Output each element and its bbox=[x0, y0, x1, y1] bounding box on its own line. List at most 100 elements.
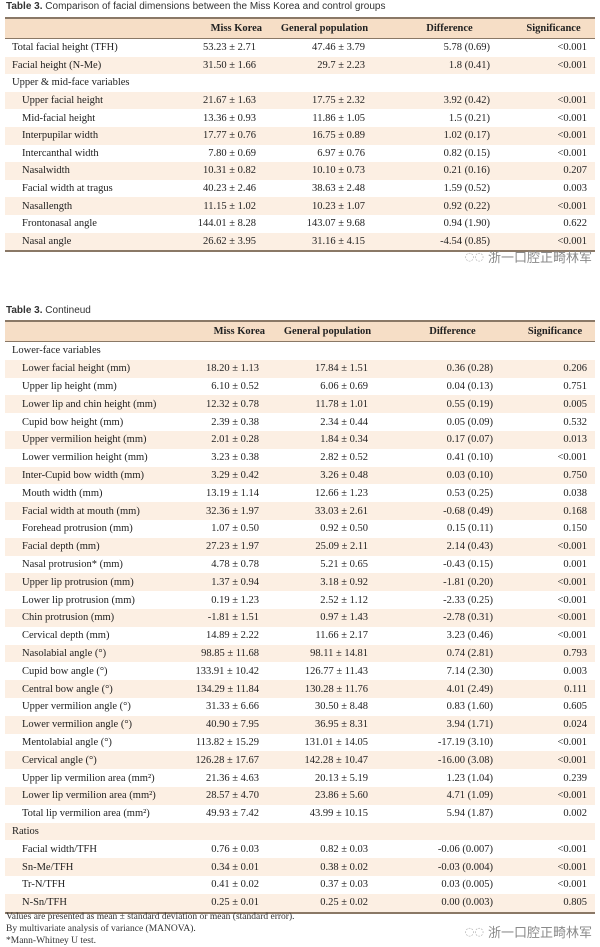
cell-gp: 17.84 ± 1.51 bbox=[314, 363, 368, 375]
column-header: Difference bbox=[387, 17, 512, 39]
cell-mk: 7.80 ± 0.69 bbox=[208, 147, 256, 159]
cell-diff bbox=[390, 823, 515, 841]
cell-diff: 1.59 (0.52) bbox=[443, 183, 490, 195]
cell-sig: 0.111 bbox=[564, 683, 587, 695]
cell-diff: -0.43 (0.15) bbox=[443, 558, 493, 570]
cell-diff: 0.21 (0.16) bbox=[443, 165, 490, 177]
cell-mk: 0.34 ± 0.01 bbox=[211, 861, 259, 873]
row-label: Lower facial height (mm) bbox=[22, 363, 131, 375]
watermark-text: 浙一口腔正畸林军 bbox=[487, 251, 592, 266]
cell-mk: 6.10 ± 0.52 bbox=[211, 380, 259, 392]
row-label: Upper vermilion height (mm) bbox=[22, 434, 147, 446]
cell-sig: <0.001 bbox=[557, 576, 587, 588]
row-label: Facial width/TFH bbox=[22, 843, 97, 855]
table-row: Upper facial height 21.67 ± 1.63 17.75 ± 2… bbox=[5, 91, 595, 110]
cell-mk: 1.07 ± 0.50 bbox=[211, 523, 259, 535]
section-row: Upper & mid-face variables bbox=[5, 74, 595, 92]
row-label: Nasal protrusion* (mm) bbox=[22, 558, 123, 570]
cell-gp: 3.26 ± 0.48 bbox=[320, 469, 368, 481]
table-row: Lower vermilion height (mm) 3.23 ± 0.38 2.… bbox=[5, 449, 595, 467]
cell-gp: 6.97 ± 0.76 bbox=[317, 147, 365, 159]
table-row: Lower lip protrusion (mm) 0.19 ± 1.23 2.52… bbox=[5, 591, 595, 609]
cell-diff: -1.81 (0.20) bbox=[443, 576, 493, 588]
table-row: Cupid bow angle (°) 133.91 ± 10.42 126.77 … bbox=[5, 662, 595, 680]
cell-gp: 98.11 ± 14.81 bbox=[310, 647, 368, 659]
cell-gp: 38.63 ± 2.48 bbox=[311, 183, 365, 195]
cell-mk: 26.62 ± 3.95 bbox=[180, 232, 262, 253]
row-label: Chin protrusion (mm) bbox=[22, 612, 115, 624]
table-row: Chin protrusion (mm) -1.81 ± 1.51 0.97 ± 1… bbox=[5, 608, 595, 627]
table-row: Cupid bow height (mm) 2.39 ± 0.38 2.34 ± 0… bbox=[5, 413, 595, 431]
table-row: Nasal angle 26.62 ± 3.95 31.16 ± 4.15 -4.54… bbox=[5, 232, 595, 253]
wechat-icon: ◌◌ bbox=[464, 925, 484, 938]
table-row: Lower vermilion angle (°) 40.90 ± 7.95 36.… bbox=[5, 715, 595, 734]
cell-sig: <0.001 bbox=[557, 112, 587, 124]
cell-sig: 0.206 bbox=[563, 363, 587, 375]
cell-diff: -17.19 (3.10) bbox=[437, 736, 493, 748]
cell-sig: <0.001 bbox=[557, 861, 587, 873]
cell-gp: 10.10 ± 0.73 bbox=[311, 165, 365, 177]
row-label: Facial depth (mm) bbox=[22, 541, 100, 553]
table-row: Upper vermilion angle (°) 31.33 ± 6.66 30.… bbox=[5, 698, 595, 716]
table-row: Frontonasal angle 144.01 ± 8.28 143.07 ± 9… bbox=[5, 215, 595, 233]
cell-gp: 0.37 ± 0.03 bbox=[320, 879, 368, 891]
cell-mk: 21.36 ± 4.63 bbox=[205, 772, 259, 784]
row-label: Frontonasal angle bbox=[22, 218, 97, 230]
cell-diff: 5.78 (0.69) bbox=[443, 42, 490, 54]
row-label: Lower lip protrusion (mm) bbox=[22, 594, 135, 606]
table-caption: Comparison of facial dimensions between … bbox=[45, 1, 386, 12]
column-header: Significance bbox=[512, 17, 595, 39]
cell-mk: 1.37 ± 0.94 bbox=[211, 576, 259, 588]
cell-mk bbox=[180, 823, 265, 841]
table-row: Nasal protrusion* (mm) 4.78 ± 0.78 5.21 ± … bbox=[5, 556, 595, 574]
cell-sig: 0.751 bbox=[563, 380, 587, 392]
cell-mk: 13.36 ± 0.93 bbox=[202, 112, 256, 124]
row-label: Mouth width (mm) bbox=[22, 487, 103, 499]
cell-gp: 0.25 ± 0.02 bbox=[265, 893, 390, 914]
cell-sig: <0.001 bbox=[557, 452, 587, 464]
table-row: Lower lip and chin height (mm) 12.32 ± 0.… bbox=[5, 395, 595, 414]
table-caption: Contineud bbox=[45, 305, 91, 316]
cell-gp: 25.09 ± 2.11 bbox=[315, 541, 368, 553]
cell-mk: -1.81 ± 1.51 bbox=[207, 612, 259, 624]
cell-sig: 0.013 bbox=[563, 434, 587, 446]
cell-gp: 11.66 ± 2.17 bbox=[315, 630, 368, 642]
cell-mk: 18.20 ± 1.13 bbox=[205, 363, 259, 375]
cell-gp: 16.75 ± 0.89 bbox=[311, 130, 365, 142]
cell-gp: 0.97 ± 1.43 bbox=[320, 612, 368, 624]
cell-sig: 0.003 bbox=[563, 183, 587, 195]
cell-sig: 0.750 bbox=[563, 469, 587, 481]
cell-mk: 27.23 ± 1.97 bbox=[205, 541, 259, 553]
cell-sig: <0.001 bbox=[557, 130, 587, 142]
cell-mk: 12.32 ± 0.78 bbox=[205, 398, 259, 410]
cell-sig: <0.001 bbox=[557, 541, 587, 553]
column-header: Miss Korea bbox=[180, 17, 262, 39]
cell-gp: 5.21 ± 0.65 bbox=[320, 558, 368, 570]
cell-diff: -0.03 (0.004) bbox=[437, 861, 493, 873]
table-row: Forehead protrusion (mm) 1.07 ± 0.50 0.92 … bbox=[5, 520, 595, 538]
cell-sig bbox=[515, 342, 595, 360]
row-label: Upper facial height bbox=[22, 95, 104, 107]
cell-mk: 3.23 ± 0.38 bbox=[211, 452, 259, 464]
note: Values are presented as mean ± standard … bbox=[6, 912, 295, 922]
cell-gp: 29.7 ± 2.23 bbox=[317, 59, 365, 71]
cell-gp: 142.28 ± 10.47 bbox=[304, 754, 368, 766]
cell-gp bbox=[265, 823, 390, 841]
cell-mk: 133.91 ± 10.42 bbox=[195, 665, 259, 677]
cell-mk: 0.41 ± 0.02 bbox=[211, 879, 259, 891]
table-row: Upper lip height (mm) 6.10 ± 0.52 6.06 ± 0… bbox=[5, 378, 595, 396]
note: By multivariate analysis of variance (MA… bbox=[6, 924, 196, 934]
cell-gp: 3.18 ± 0.92 bbox=[320, 576, 368, 588]
cell-mk: 53.23 ± 2.71 bbox=[202, 42, 256, 54]
table-continued: Miss Korea General population Difference Si… bbox=[5, 320, 595, 914]
cell-gp: 20.13 ± 5.19 bbox=[314, 772, 368, 784]
cell-sig: <0.001 bbox=[557, 59, 587, 71]
cell-sig: 0.003 bbox=[563, 665, 587, 677]
cell-diff: 0.03 (0.005) bbox=[441, 879, 493, 891]
cell-diff: 3.92 (0.42) bbox=[443, 95, 490, 107]
row-label: Tr-N/TFH bbox=[22, 879, 66, 891]
cell-diff: 0.36 (0.28) bbox=[446, 363, 493, 375]
cell-diff: 0.05 (0.09) bbox=[446, 416, 493, 428]
cell-gp: 131.01 ± 14.05 bbox=[304, 736, 368, 748]
cell-mk: 40.23 ± 2.46 bbox=[202, 183, 256, 195]
